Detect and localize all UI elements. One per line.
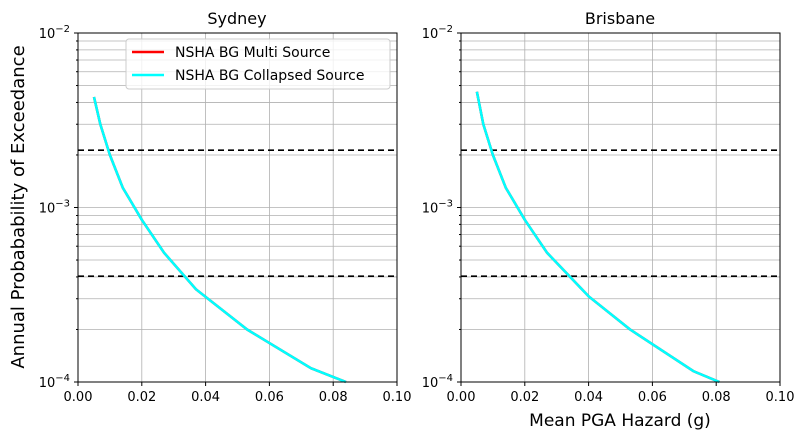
x-tick-label: 0.02 xyxy=(127,390,156,405)
legend: NSHA BG Multi Source NSHA BG Collapsed S… xyxy=(125,38,391,90)
reference-lines-sydney xyxy=(78,149,397,277)
x-tick-label: 0.08 xyxy=(702,390,731,405)
y-tick-label: 10−2 xyxy=(422,24,453,42)
series-sydney xyxy=(92,96,347,384)
x-tick-label: 0.08 xyxy=(319,390,348,405)
ticks-brisbane: 0.00 0.02 0.04 0.06 0.08 0.10 10−4 10−3 10−2 xyxy=(422,24,795,405)
x-tick-label: 0.10 xyxy=(383,390,412,405)
x-tick-label: 0.00 xyxy=(447,390,476,405)
y-tick-label: 10−3 xyxy=(39,199,70,217)
reference-lines-brisbane xyxy=(461,149,780,277)
grid-brisbane xyxy=(460,32,781,383)
x-tick-label: 0.06 xyxy=(638,390,667,405)
x-tick-label: 0.04 xyxy=(191,390,220,405)
y-tick-label: 10−4 xyxy=(39,373,70,391)
x-tick-label: 0.02 xyxy=(510,390,539,405)
x-axis-label: Mean PGA Hazard (g) xyxy=(529,411,711,431)
panel-sydney: Sydney 0.00 0.02 0.04 0.06 0.08 0.10 10−4 10−3 1… xyxy=(39,9,412,405)
x-tick-label: 0.10 xyxy=(766,390,795,405)
series-line-collapsed-source xyxy=(92,96,347,384)
panel-title-sydney: Sydney xyxy=(207,9,266,28)
legend-box xyxy=(125,38,391,90)
legend-label-collapsed-source: NSHA BG Collapsed Source xyxy=(175,68,365,84)
ticks-sydney: 0.00 0.02 0.04 0.06 0.08 0.10 10−4 10−3 10−2 xyxy=(39,24,412,405)
y-tick-label: 10−2 xyxy=(39,24,70,42)
x-tick-label: 0.04 xyxy=(574,390,603,405)
panel-brisbane: Brisbane 0.00 0.02 0.04 0.06 0.08 0.10 10−4 10−… xyxy=(422,9,795,405)
y-tick-label: 10−4 xyxy=(422,373,453,391)
series-brisbane xyxy=(475,91,720,384)
x-tick-label: 0.00 xyxy=(64,390,93,405)
y-tick-label: 10−3 xyxy=(422,199,453,217)
x-tick-label: 0.06 xyxy=(255,390,284,405)
legend-label-multi-source: NSHA BG Multi Source xyxy=(175,45,330,61)
panel-title-brisbane: Brisbane xyxy=(585,9,655,28)
y-axis-label: Annual Probabability of Exceedance xyxy=(8,45,29,368)
series-line-collapsed-source xyxy=(475,91,720,384)
